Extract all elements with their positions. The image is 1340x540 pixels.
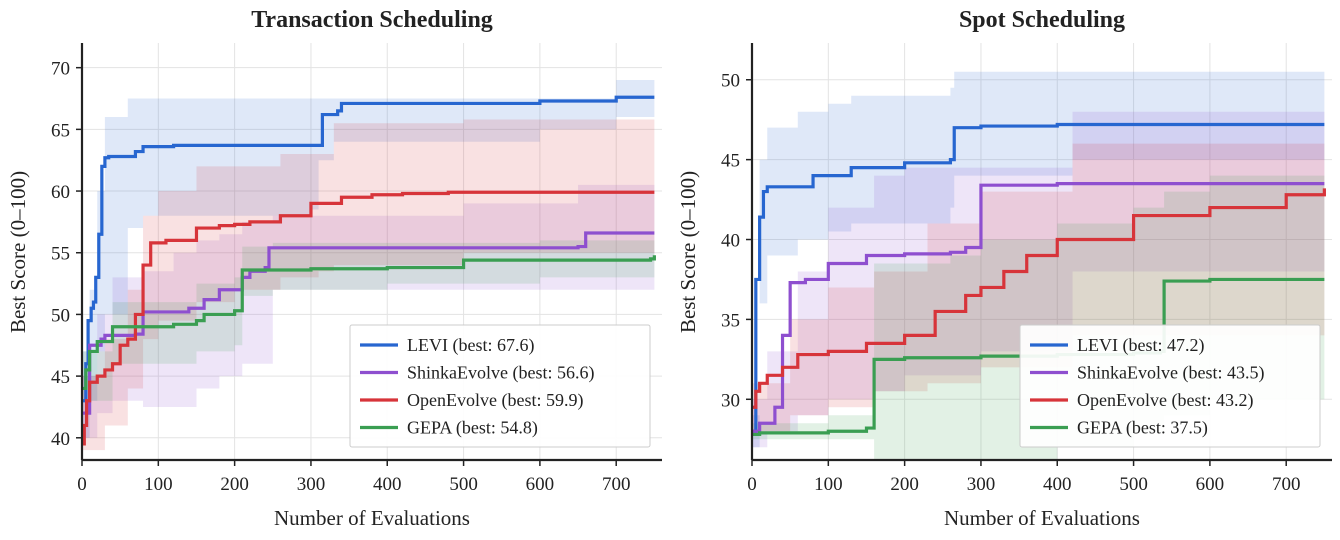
x-tick-label: 200 — [220, 474, 249, 495]
confidence-band — [82, 119, 655, 451]
x-axis-label: Number of Evaluations — [944, 506, 1140, 530]
legend-label: ShinkaEvolve (best: 56.6) — [407, 363, 594, 384]
y-tick-label: 60 — [51, 182, 70, 203]
x-tick-label: 300 — [297, 474, 326, 495]
legend-label: OpenEvolve (best: 59.9) — [407, 390, 583, 411]
series-line — [82, 95, 655, 403]
legend-label: OpenEvolve (best: 43.2) — [1077, 390, 1253, 411]
y-tick-label: 35 — [721, 310, 740, 331]
legend-box — [349, 324, 651, 448]
plot-area — [82, 80, 656, 451]
legend-label: ShinkaEvolve (best: 43.5) — [1077, 363, 1264, 384]
y-tick-label: 50 — [721, 71, 740, 92]
panel-spot-scheduling: Spot Scheduling Number of Evaluations Be… — [676, 7, 1332, 530]
y-tick-label: 70 — [51, 59, 70, 80]
legend-box — [1019, 324, 1321, 448]
x-tick-label: 100 — [814, 474, 843, 495]
y-axis-label: Best Score (0–100) — [6, 171, 30, 333]
x-tick-label: 100 — [144, 474, 173, 495]
y-tick-label: 55 — [51, 244, 70, 265]
x-tick-label: 500 — [1119, 474, 1148, 495]
series-line — [752, 181, 1325, 433]
x-tick-label: 200 — [890, 474, 919, 495]
legend-label: LEVI (best: 47.2) — [1077, 335, 1204, 356]
x-axis-label: Number of Evaluations — [274, 506, 470, 530]
x-tick-label: 0 — [77, 474, 87, 495]
x-tick-label: 700 — [602, 474, 631, 495]
chart-title: Transaction Scheduling — [251, 7, 493, 33]
x-tick-label: 700 — [1272, 474, 1301, 495]
confidence-band — [82, 80, 655, 438]
x-tick-label: 400 — [1043, 474, 1072, 495]
legend: LEVI (best: 47.2) ShinkaEvolve (best: 43.… — [1019, 324, 1321, 448]
x-tick-label: 500 — [449, 474, 478, 495]
legend-label: GEPA (best: 37.5) — [1077, 418, 1208, 439]
y-tick-label: 50 — [51, 305, 70, 326]
panel-transaction-scheduling: Transaction Scheduling Number of Evaluat… — [6, 7, 662, 530]
x-tick-label: 600 — [1196, 474, 1225, 495]
y-tick-label: 45 — [51, 367, 70, 388]
y-tick-label: 40 — [721, 231, 740, 252]
confidence-band — [752, 95, 1325, 432]
chart-title: Spot Scheduling — [959, 7, 1125, 33]
series-line — [752, 188, 1326, 409]
confidence-band — [752, 71, 1325, 448]
y-axis-label: Best Score (0–100) — [676, 171, 700, 333]
confidence-band — [752, 68, 1325, 448]
legend: LEVI (best: 67.6) ShinkaEvolve (best: 56.… — [349, 324, 651, 448]
y-tick-label: 40 — [51, 429, 70, 450]
x-tick-label: 400 — [373, 474, 402, 495]
series-line — [82, 231, 655, 415]
x-tick-label: 300 — [967, 474, 996, 495]
confidence-band — [82, 240, 655, 401]
confidence-band — [82, 178, 655, 438]
x-tick-label: 600 — [526, 474, 555, 495]
series-line — [82, 255, 656, 391]
legend-label: LEVI (best: 67.6) — [407, 335, 534, 356]
x-tick-label: 0 — [747, 474, 757, 495]
y-tick-label: 45 — [721, 151, 740, 172]
y-tick-label: 30 — [721, 390, 740, 411]
legend-label: GEPA (best: 54.8) — [407, 418, 538, 439]
series-line — [752, 122, 1325, 433]
series-line — [82, 190, 655, 446]
y-tick-label: 65 — [51, 120, 70, 141]
